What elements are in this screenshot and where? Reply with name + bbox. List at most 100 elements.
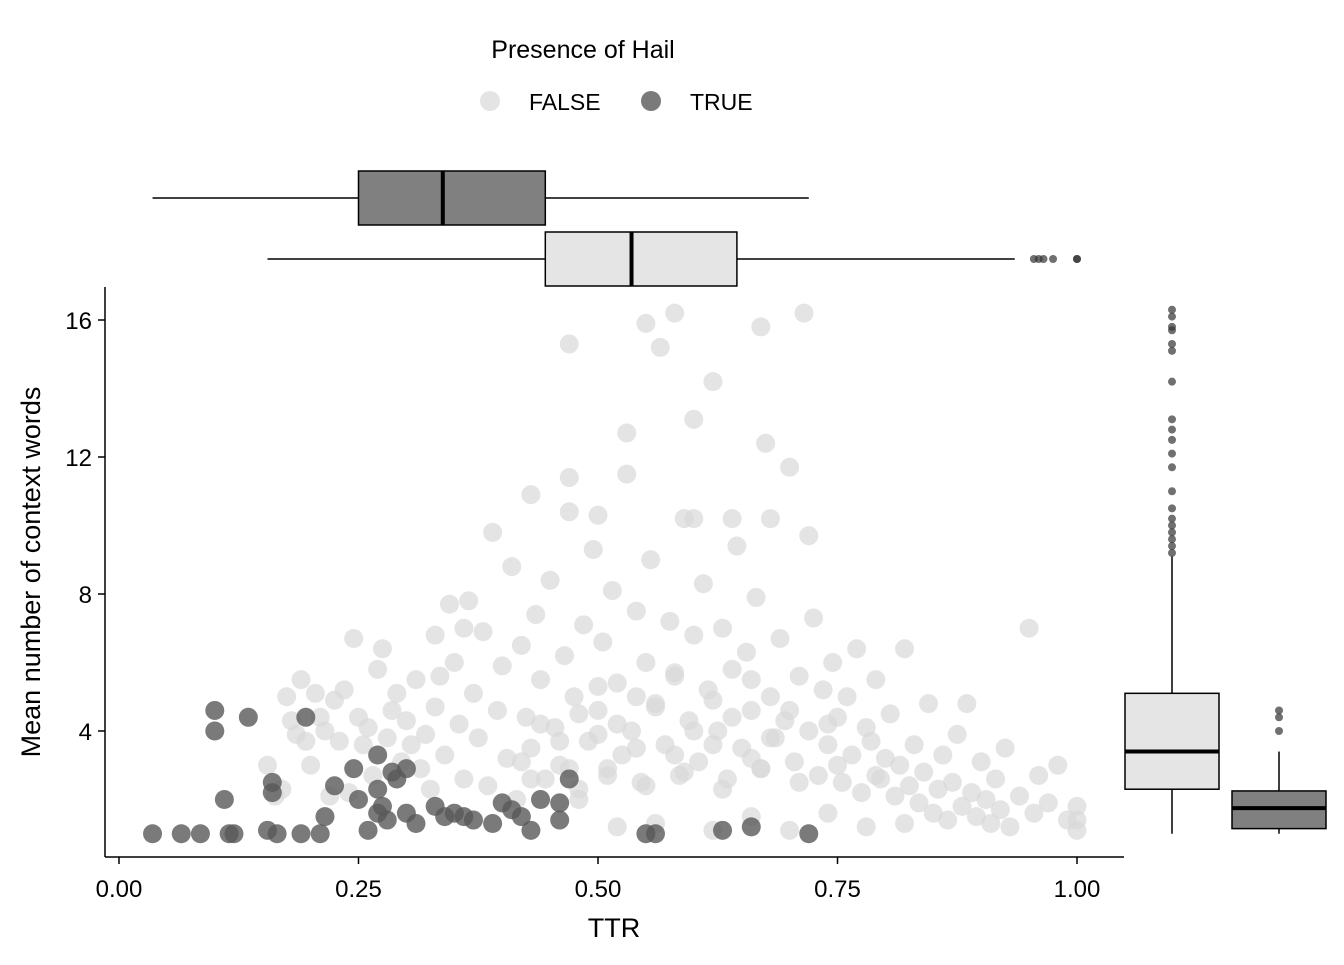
right-box-outlier — [1275, 706, 1283, 715]
point-false — [674, 762, 694, 782]
point-false — [818, 714, 838, 734]
point-false — [780, 820, 800, 840]
point-false — [645, 697, 665, 717]
point-false — [626, 601, 646, 621]
point-false — [799, 526, 819, 546]
point-false — [449, 714, 469, 734]
point-false — [535, 769, 555, 789]
point-true — [310, 824, 330, 844]
point-false — [626, 687, 646, 707]
point-false — [559, 468, 579, 488]
point-false — [569, 704, 589, 724]
right-box-outlier — [1168, 322, 1176, 331]
point-false — [741, 700, 761, 720]
right-box-outlier — [1168, 339, 1176, 348]
point-false — [344, 629, 364, 649]
x-tick-label: 0.50 — [575, 876, 622, 903]
point-false — [329, 731, 349, 751]
right-box-outlier — [1275, 727, 1283, 735]
point-false — [760, 728, 780, 748]
point-false — [540, 570, 560, 590]
point-false — [401, 735, 421, 755]
point-false — [473, 622, 493, 642]
x-axis-ticks: 0.00 0.25 0.50 0.75 1.00 — [96, 857, 1101, 903]
point-false — [684, 625, 704, 645]
point-false — [454, 618, 474, 638]
point-false — [440, 594, 460, 614]
point-false — [919, 694, 939, 714]
point-false — [602, 581, 622, 601]
point-false — [942, 772, 962, 792]
right-box-outlier — [1168, 415, 1176, 424]
point-true — [205, 721, 225, 741]
point-false — [377, 728, 397, 748]
point-false — [353, 735, 373, 755]
point-false — [789, 772, 809, 792]
point-true — [368, 803, 388, 823]
point-false — [895, 639, 915, 659]
point-false — [334, 680, 354, 700]
legend: Presence of Hail FALSE TRUE — [480, 36, 753, 115]
point-false — [866, 670, 886, 690]
right-box-outlier — [1168, 528, 1176, 537]
point-false — [684, 509, 704, 529]
point-false — [904, 735, 924, 755]
right-box-outlier — [1168, 514, 1176, 523]
point-true — [368, 745, 388, 765]
point-false — [995, 738, 1015, 758]
point-true — [267, 824, 287, 844]
point-false — [612, 745, 632, 765]
point-false — [914, 762, 934, 782]
point-false — [703, 735, 723, 755]
point-false — [818, 735, 838, 755]
right-box-outlier — [1168, 548, 1176, 557]
point-true — [713, 820, 733, 840]
point-false — [981, 813, 1001, 833]
point-true — [799, 824, 819, 844]
point-false — [957, 694, 977, 714]
point-false — [760, 687, 780, 707]
point-false — [396, 711, 416, 731]
top-box-false — [544, 231, 738, 287]
right-box-outlier — [1168, 312, 1176, 321]
legend-key-false — [480, 91, 500, 111]
point-false — [976, 790, 996, 809]
point-false — [842, 745, 862, 765]
point-false — [607, 817, 627, 837]
point-false — [703, 372, 723, 392]
right-box-outlier — [1168, 425, 1176, 434]
point-false — [425, 625, 445, 645]
point-false — [823, 653, 843, 672]
right-box-outlier — [1168, 346, 1176, 355]
point-false — [933, 745, 953, 765]
point-false — [511, 752, 531, 772]
point-false — [531, 714, 551, 734]
point-false — [780, 700, 800, 720]
point-false — [722, 509, 742, 529]
y-axis-ticks: 4 8 12 16 — [65, 308, 105, 746]
point-false — [665, 303, 685, 323]
point-false — [372, 639, 392, 659]
point-true — [396, 759, 416, 779]
x-tick-label: 1.00 — [1054, 876, 1101, 903]
point-false — [990, 800, 1010, 820]
point-false — [420, 779, 440, 799]
point-false — [693, 574, 713, 594]
point-true — [315, 807, 335, 827]
point-false — [746, 587, 766, 607]
point-false — [808, 766, 828, 786]
point-false — [890, 755, 910, 775]
point-false — [832, 772, 852, 792]
point-false — [1024, 803, 1044, 823]
point-false — [626, 738, 646, 758]
point-false — [966, 807, 986, 827]
point-false — [521, 738, 541, 758]
point-false — [459, 591, 479, 611]
point-false — [789, 666, 809, 686]
point-false — [315, 721, 335, 741]
point-false — [684, 409, 704, 429]
top-box-true — [357, 170, 547, 226]
point-false — [784, 752, 804, 772]
legend-key-true — [641, 91, 661, 111]
point-false — [526, 605, 546, 625]
